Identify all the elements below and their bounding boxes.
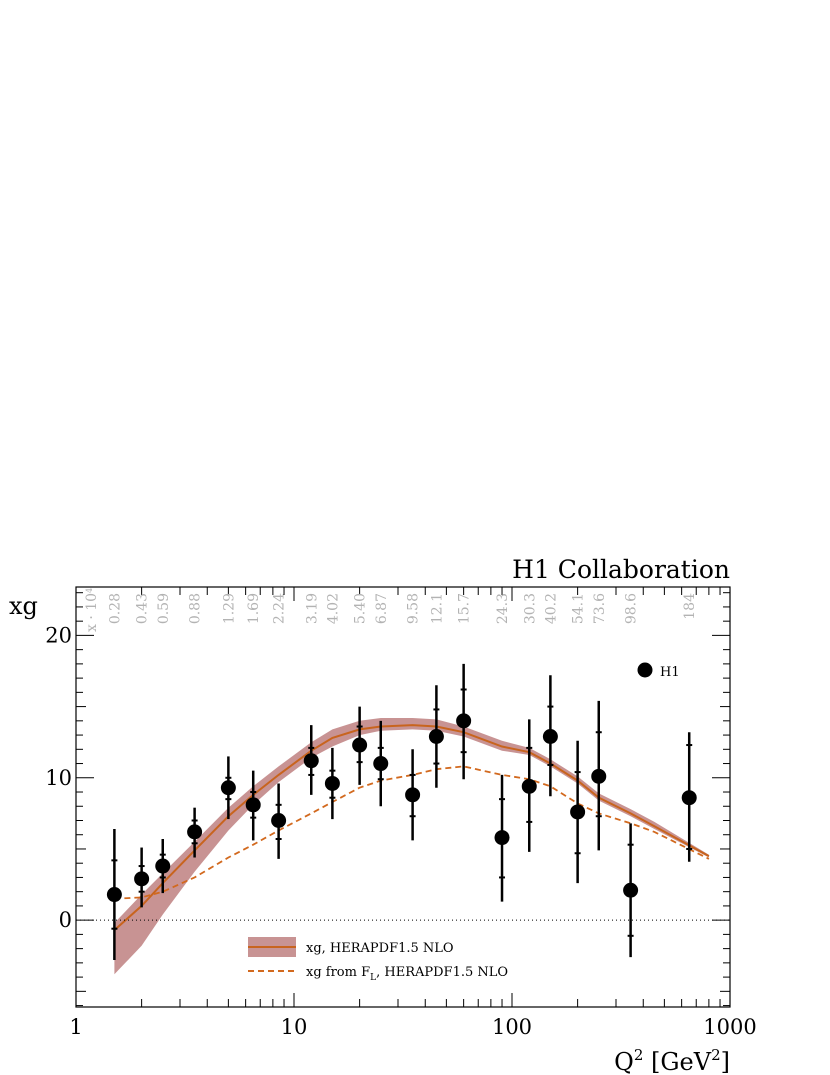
data-point xyxy=(428,685,444,788)
svg-text:x · 104: x · 104 xyxy=(84,588,100,632)
data-point xyxy=(681,732,697,862)
data-point-marker xyxy=(106,887,122,903)
data-point xyxy=(106,829,122,961)
data-point xyxy=(405,749,421,841)
data-point xyxy=(155,839,171,894)
data-point-marker xyxy=(155,858,171,874)
label-layer: 1 10 100 1000 0 10 20 0.28 0.43 0.59 0.88 1.29 1.69 2… xyxy=(45,593,756,1039)
top-axis-x-label: 1.69 xyxy=(246,593,262,624)
top-axis-x-label: 0.28 xyxy=(107,593,123,624)
top-axis-x-label: 3.19 xyxy=(304,593,320,624)
data-point xyxy=(352,706,368,785)
data-point xyxy=(220,756,236,820)
data-point xyxy=(570,740,586,884)
top-axis-x-label: 73.6 xyxy=(592,593,608,624)
data-point xyxy=(303,725,319,795)
data-point-marker xyxy=(187,824,203,840)
legend-label-fl: xg from FL, HERAPDF1.5 NLO xyxy=(306,965,508,983)
top-axis-x-label: 5.40 xyxy=(353,593,369,624)
data-point-marker xyxy=(456,713,472,729)
top-axis-x-label: 6.87 xyxy=(374,593,390,624)
point-legend: H1 xyxy=(637,662,680,680)
data-point-marker xyxy=(542,728,558,744)
data-point xyxy=(521,719,537,852)
point-legend-marker xyxy=(637,662,653,678)
y-tick-label: 10 xyxy=(45,766,72,790)
data-point xyxy=(271,783,287,859)
top-axis-x-label: 0.43 xyxy=(135,593,151,624)
x-tick-label: 1000 xyxy=(703,1015,756,1039)
data-point xyxy=(134,847,150,908)
data-point-marker xyxy=(352,737,368,753)
tick-layer xyxy=(75,587,731,1007)
data-point-marker xyxy=(405,787,421,803)
data-point-marker xyxy=(623,882,639,898)
top-axis-title: x · 104 xyxy=(84,588,100,632)
y-axis-title: xg xyxy=(9,592,38,620)
top-axis-x-label: 2.24 xyxy=(272,593,288,624)
herapdf-central-line xyxy=(113,724,710,931)
point-legend-label: H1 xyxy=(660,665,680,680)
point-layer xyxy=(106,663,697,961)
x-tick-label: 1 xyxy=(69,1015,82,1039)
data-point-marker xyxy=(494,830,510,846)
top-axis-x-label: 24.3 xyxy=(495,593,511,624)
top-axis-x-label: 1.29 xyxy=(221,593,237,624)
data-point xyxy=(245,770,261,841)
top-axis-x-label: 40.2 xyxy=(543,593,559,624)
data-point xyxy=(456,663,472,780)
x-tick-label: 10 xyxy=(281,1015,308,1039)
x-tick-label: 100 xyxy=(492,1015,532,1039)
data-point-marker xyxy=(591,768,607,784)
y-tick-label: 20 xyxy=(45,623,72,647)
top-axis-x-label: 54.1 xyxy=(571,593,587,624)
data-point-marker xyxy=(373,756,389,772)
top-axis-x-label: 0.88 xyxy=(188,593,204,624)
data-point xyxy=(542,675,558,797)
data-point xyxy=(187,807,203,858)
fl-dashed-line xyxy=(114,765,710,900)
data-point-marker xyxy=(134,871,150,887)
band-layer xyxy=(114,718,709,975)
data-point-marker xyxy=(303,753,319,769)
data-point-marker xyxy=(271,812,287,828)
data-point xyxy=(324,747,340,820)
top-axis-x-label: 9.58 xyxy=(406,593,422,624)
data-point-marker xyxy=(521,778,537,794)
top-axis-x-label: 30.3 xyxy=(522,593,538,624)
x-axis-title: Q2 [GeV2] xyxy=(614,1046,730,1075)
legend-label-herapdf: xg, HERAPDF1.5 NLO xyxy=(306,941,454,956)
curve-layer xyxy=(113,724,710,931)
top-axis-x-label: 12.1 xyxy=(429,593,445,624)
chart-title: H1 Collaboration xyxy=(512,555,730,584)
data-point xyxy=(494,774,510,902)
data-point-marker xyxy=(220,780,236,796)
plot-frame xyxy=(75,586,731,1008)
data-point-marker xyxy=(245,797,261,813)
data-point-marker xyxy=(324,775,340,791)
herapdf-error-band xyxy=(114,718,709,975)
top-axis-x-label: 0.59 xyxy=(156,593,172,624)
data-point-marker xyxy=(428,728,444,744)
data-point xyxy=(623,823,639,958)
data-point xyxy=(373,720,389,807)
top-axis-x-label: 15.7 xyxy=(457,593,473,624)
data-point-marker xyxy=(570,804,586,820)
top-axis-x-label: 98.6 xyxy=(624,593,640,624)
top-axis-x-label: 184 xyxy=(682,593,698,620)
top-axis-x-label: 4.02 xyxy=(325,593,341,624)
data-point-marker xyxy=(681,790,697,806)
data-point xyxy=(591,700,607,851)
legend: xg, HERAPDF1.5 NLO xg from FL, HERAPDF1.… xyxy=(248,937,508,983)
y-tick-label: 0 xyxy=(59,908,72,932)
